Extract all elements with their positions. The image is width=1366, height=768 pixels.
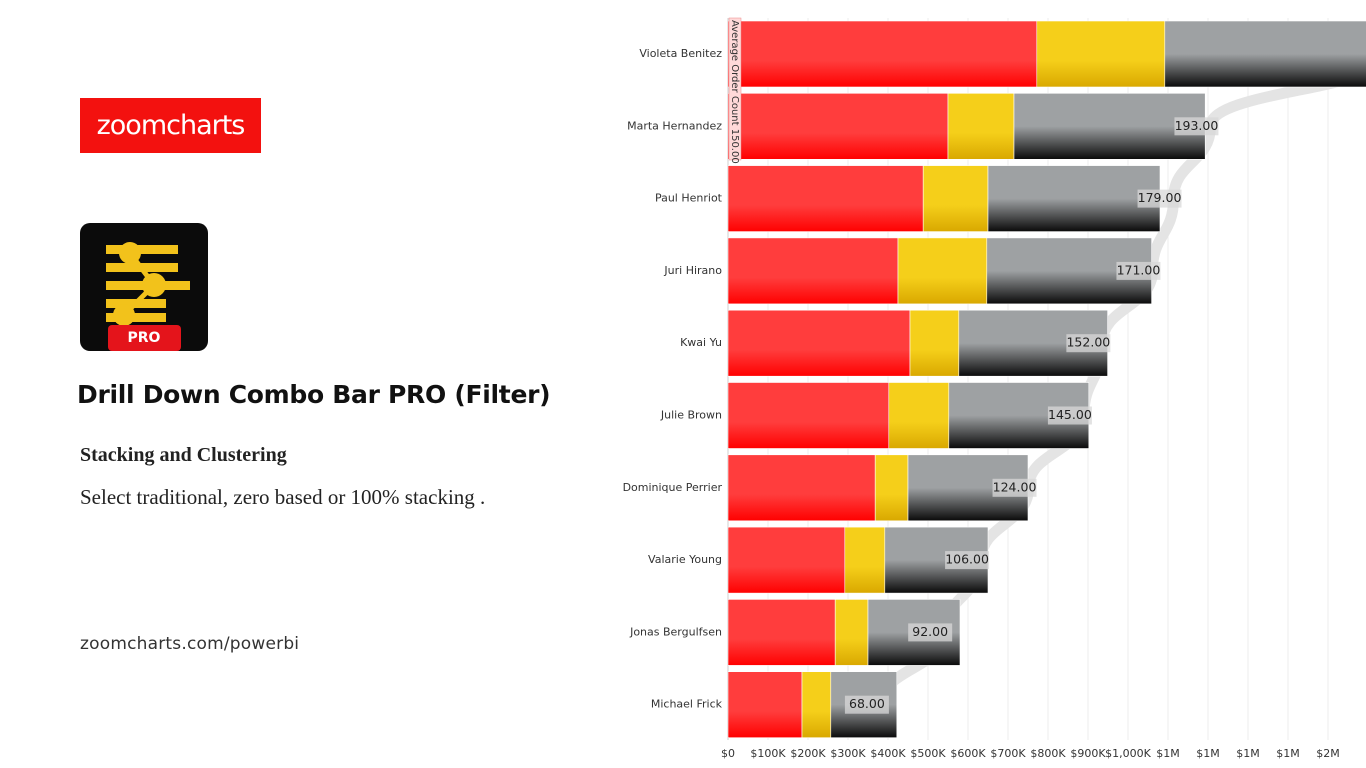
bar-segment xyxy=(728,93,949,160)
x-tick-label: $900K xyxy=(1070,747,1106,760)
bar-segment xyxy=(728,237,899,305)
y-tick-label: Michael Frick xyxy=(651,698,723,711)
bar-segment xyxy=(888,382,950,449)
data-label: 124.00 xyxy=(993,479,1037,494)
x-tick-label: $600K xyxy=(950,747,986,760)
bar-segment xyxy=(909,309,960,377)
data-label-bg xyxy=(945,551,990,570)
y-tick-label: Kwai Yu xyxy=(680,336,722,349)
bar-segment xyxy=(728,309,911,377)
data-label: 145.00 xyxy=(1048,407,1092,422)
data-label-bg xyxy=(1116,261,1161,280)
logo[interactable]: zoomcharts xyxy=(80,98,261,153)
icon-glyph xyxy=(106,242,190,326)
x-tick-label: $1M xyxy=(1276,747,1300,760)
y-tick-label: Dominique Perrier xyxy=(623,481,723,494)
data-label: 152.00 xyxy=(1066,335,1110,350)
data-label-bg xyxy=(1174,117,1219,136)
y-tick-label: Julie Brown xyxy=(660,409,722,422)
link[interactable]: zoomcharts.com/powerbi xyxy=(80,634,300,654)
bar-segment xyxy=(1013,93,1206,160)
data-label-bg xyxy=(908,623,953,642)
y-tick-label: Violeta Benitez xyxy=(639,47,722,60)
bar-segment xyxy=(987,165,1161,232)
pro-badge-text: PRO xyxy=(128,330,161,346)
bar-segment xyxy=(728,526,846,594)
data-label-bg xyxy=(992,478,1037,497)
data-label: 171.00 xyxy=(1117,262,1161,277)
bar-segment xyxy=(728,382,890,449)
bar-segment xyxy=(801,671,832,739)
bar-segment xyxy=(874,454,909,522)
data-label-bg xyxy=(1047,406,1092,425)
data-label: 193.00 xyxy=(1175,118,1219,133)
x-tick-label: $1M xyxy=(1156,747,1180,760)
y-tick-label: Paul Henriot xyxy=(655,192,723,205)
x-tick-label: $1,000K xyxy=(1105,747,1151,760)
data-label: 179.00 xyxy=(1138,190,1182,205)
x-tick-label: $800K xyxy=(1030,747,1066,760)
bar-segment xyxy=(834,599,869,666)
bar-segment xyxy=(947,93,1015,160)
data-label: 68.00 xyxy=(849,696,885,711)
x-tick-label: $400K xyxy=(870,747,906,760)
bar-segment xyxy=(728,20,1038,88)
x-tick-label: $100K xyxy=(750,747,786,760)
bar-segment xyxy=(844,526,886,594)
product-icon: PRO xyxy=(80,223,208,351)
x-tick-label: $500K xyxy=(910,747,946,760)
y-tick-label: Juri Hirano xyxy=(663,264,722,277)
bar-segment xyxy=(728,165,924,232)
data-label-bg xyxy=(844,695,889,714)
y-tick-label: Marta Hernandez xyxy=(627,119,722,132)
y-tick-label: Jonas Bergulfsen xyxy=(629,625,722,638)
x-tick-label: $1M xyxy=(1236,747,1260,760)
bar-segment xyxy=(1036,20,1166,88)
y-tick-label: Valarie Young xyxy=(648,553,722,566)
subtitle: Stacking and Clustering xyxy=(80,444,287,466)
bar-segment xyxy=(897,237,988,305)
x-tick-label: $700K xyxy=(990,747,1026,760)
x-tick-label: $200K xyxy=(790,747,826,760)
data-label-bg xyxy=(1137,189,1182,208)
bar-segment xyxy=(728,671,803,739)
data-label: 106.00 xyxy=(945,552,989,567)
data-label: 92.00 xyxy=(912,624,948,639)
title: Drill Down Combo Bar PRO (Filter) xyxy=(77,380,551,409)
bar-segment xyxy=(1164,20,1366,88)
description: Select traditional, zero based or 100% s… xyxy=(80,485,486,509)
x-tick-label: $300K xyxy=(830,747,866,760)
plot-area xyxy=(728,20,1366,739)
x-tick-label: $0 xyxy=(721,747,735,760)
data-label-bg xyxy=(1066,334,1111,353)
x-tick-label: $1M xyxy=(1196,747,1220,760)
bar-segment xyxy=(728,454,876,522)
annotation-box xyxy=(728,17,742,161)
bar-segment xyxy=(728,599,836,666)
x-tick-label: $2M xyxy=(1316,747,1340,760)
annotation: Average Order Count 150.00 xyxy=(729,20,740,164)
chart: $0 $100K $200K $300K $400K $500K $600K $700K $80… xyxy=(623,17,1366,760)
pro-badge xyxy=(108,325,181,351)
bar-segment xyxy=(922,165,989,232)
